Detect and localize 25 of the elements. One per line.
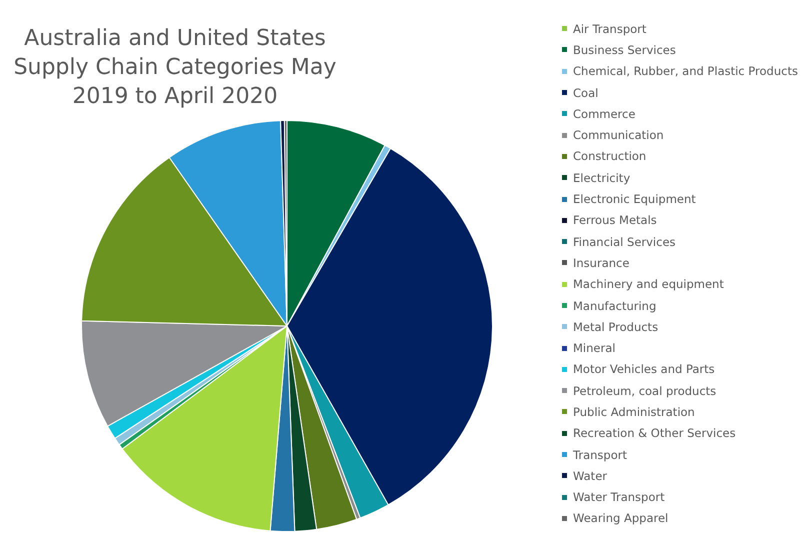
legend-label: Machinery and equipment	[573, 277, 724, 292]
legend-label: Electronic Equipment	[573, 192, 696, 206]
legend-label: Coal	[573, 86, 598, 100]
legend-label: Communication	[573, 128, 664, 142]
legend-label: Transport	[573, 448, 627, 462]
legend-label: Water	[573, 468, 607, 483]
legend-label: Public Administration	[573, 404, 695, 419]
legend-label: Metal Products	[573, 320, 658, 334]
legend-label: Recreation & Other Services	[573, 426, 736, 440]
legend-label: Construction	[573, 149, 646, 164]
legend-label: Air Transport	[573, 22, 646, 36]
legend-label: Commerce	[573, 106, 636, 121]
legend-label: Insurance	[573, 256, 630, 270]
legend-label: Chemical, Rubber, and Plastic Products	[573, 64, 798, 78]
legend-label: Manufacturing	[573, 298, 656, 312]
legend-label: Wearing Apparel	[573, 511, 668, 526]
text: Australia and United States Supply Chain Categories May 2019 to April 2020	[12, 25, 338, 111]
legend-label: Petroleum, coal products	[573, 384, 716, 398]
legend-label: Motor Vehicles and Parts	[573, 362, 715, 376]
legend-label: Electricity	[573, 170, 630, 185]
legend-label: Water Transport	[573, 490, 665, 504]
legend-label: Ferrous Metals	[573, 213, 657, 228]
legend-label: Financial Services	[573, 234, 676, 249]
legend-label: Mineral	[573, 341, 616, 356]
legend-label: Business Services	[573, 42, 676, 57]
